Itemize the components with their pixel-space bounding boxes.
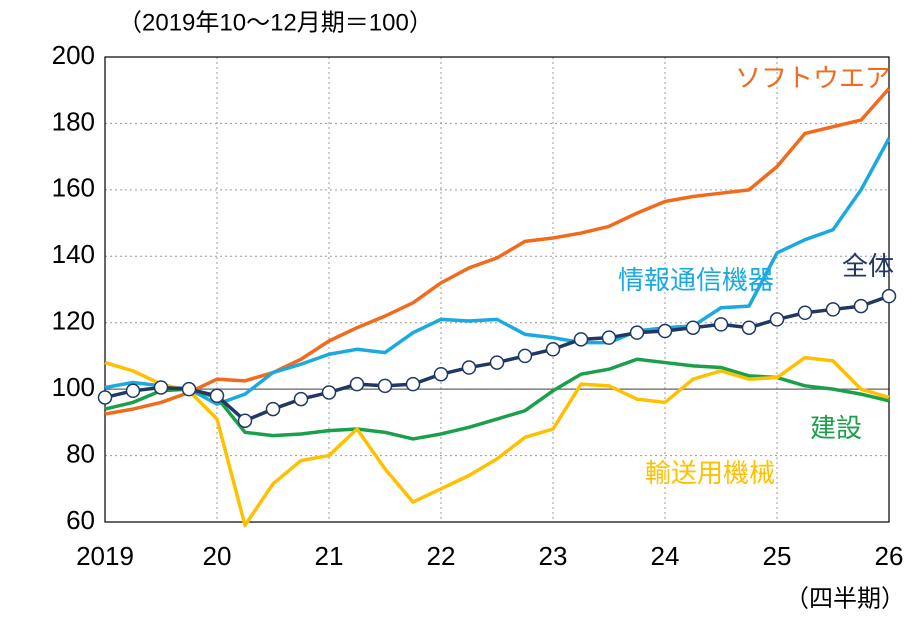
- series-label: 建設: [810, 413, 862, 443]
- series-line: [104, 357, 890, 441]
- series-label: 全体: [842, 251, 894, 281]
- x-tick-label: 26: [875, 541, 904, 571]
- point-marker: [853, 298, 869, 314]
- point-marker: [237, 413, 253, 428]
- series-label: ソフトウエア: [735, 63, 891, 93]
- point-marker: [349, 376, 365, 392]
- point-marker: [713, 317, 729, 332]
- y-tick-label: 100: [52, 372, 95, 402]
- series-label: 情報通信機器: [618, 265, 774, 295]
- point-marker: [573, 332, 589, 347]
- point-marker: [489, 355, 505, 370]
- point-marker: [433, 366, 449, 382]
- point-marker: [265, 401, 281, 417]
- point-marker: [377, 378, 393, 394]
- series-line: [104, 87, 891, 416]
- series-label: 輸送用機械: [645, 458, 775, 488]
- x-tick-label: 20: [203, 541, 232, 571]
- point-marker: [405, 376, 421, 392]
- point-marker: [657, 323, 673, 339]
- x-tick-label: 25: [763, 541, 792, 571]
- y-tick-label: 120: [52, 306, 95, 336]
- point-marker: [97, 390, 113, 405]
- y-tick-label: 180: [52, 106, 95, 136]
- point-marker: [601, 330, 617, 345]
- point-marker: [881, 288, 897, 304]
- x-tick-label: 21: [315, 541, 344, 571]
- y-tick-label: 200: [52, 40, 95, 70]
- point-marker: [685, 320, 701, 335]
- x-axis-label: （四半期）: [785, 585, 905, 612]
- x-tick-label: 24: [651, 541, 680, 571]
- point-marker: [517, 348, 533, 364]
- y-tick-label: 60: [66, 505, 95, 535]
- point-marker: [741, 320, 757, 335]
- point-marker: [153, 380, 169, 395]
- point-marker: [545, 342, 561, 357]
- point-marker: [209, 388, 225, 404]
- point-marker: [181, 381, 197, 397]
- chart-title: （2019年10～12月期＝100）: [118, 9, 433, 36]
- series-line: [104, 355, 890, 528]
- y-tick-label: 160: [52, 173, 95, 203]
- point-marker: [629, 325, 645, 340]
- point-marker: [321, 385, 337, 400]
- point-marker: [461, 360, 477, 375]
- y-tick-label: 140: [52, 239, 95, 269]
- point-marker: [125, 383, 141, 399]
- point-marker: [769, 312, 785, 327]
- point-marker: [825, 302, 841, 317]
- x-tick-label: 22: [427, 541, 456, 571]
- x-tick-label: 23: [539, 541, 568, 571]
- point-marker: [797, 305, 813, 320]
- series-line: [104, 137, 891, 406]
- point-marker: [293, 391, 309, 407]
- y-tick-label: 80: [66, 438, 95, 468]
- x-tick-label: 2019: [76, 541, 134, 571]
